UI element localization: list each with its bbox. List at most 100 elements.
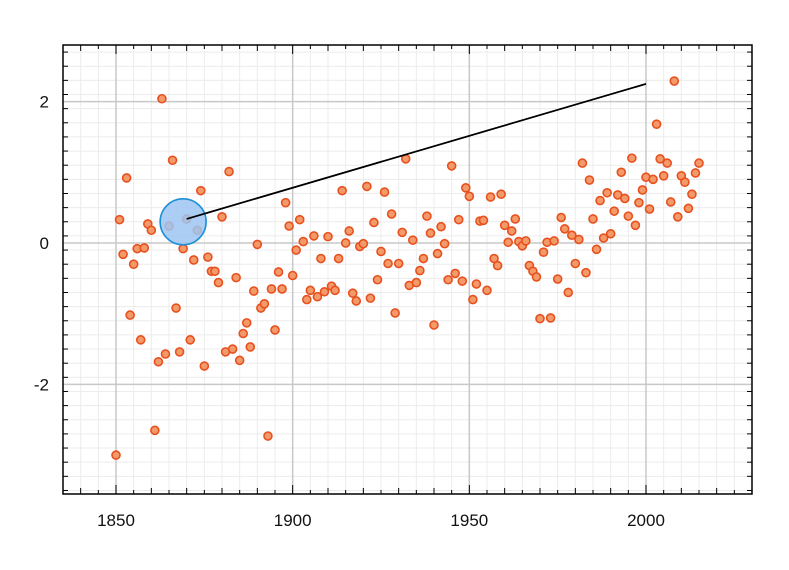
data-point — [301, 294, 312, 305]
data-point — [383, 258, 393, 269]
data-point — [432, 248, 443, 259]
data-point — [694, 158, 704, 168]
data-point — [471, 279, 482, 289]
data-point — [188, 255, 199, 265]
data-point — [605, 228, 616, 239]
data-point — [372, 274, 383, 285]
y-axis-tick-labels: -2 0 2 — [34, 93, 49, 395]
data-point — [581, 267, 591, 278]
data-point — [563, 287, 574, 298]
data-point — [393, 258, 404, 269]
data-point — [139, 243, 150, 253]
data-point — [457, 276, 468, 286]
data-point — [280, 197, 291, 208]
data-point — [418, 253, 429, 264]
data-point — [305, 285, 316, 296]
data-point — [687, 189, 697, 199]
x-tick-label: 1950 — [450, 511, 488, 530]
data-point — [118, 249, 128, 260]
data-point — [655, 154, 665, 164]
data-point — [436, 221, 446, 232]
data-point — [577, 158, 588, 168]
data-point — [556, 212, 567, 223]
data-point — [238, 328, 248, 339]
data-point — [358, 238, 369, 249]
data-point — [217, 212, 227, 222]
data-point — [535, 313, 545, 324]
data-point — [468, 294, 478, 305]
data-point — [312, 291, 323, 302]
data-point — [365, 293, 376, 303]
data-point — [241, 318, 252, 328]
data-point — [415, 265, 425, 276]
data-point — [153, 356, 164, 367]
data-point — [224, 166, 234, 177]
data-point — [323, 231, 333, 242]
data-point — [362, 181, 372, 192]
drag-handle[interactable] — [159, 197, 207, 246]
data-point — [330, 285, 340, 296]
y-tick-label: 0 — [40, 234, 49, 253]
data-point — [351, 296, 362, 306]
data-point — [294, 214, 305, 225]
x-axis-tick-labels: 1850 1900 1950 2000 — [97, 511, 665, 530]
data-point — [266, 284, 277, 294]
data-point — [630, 220, 641, 231]
data-point — [510, 214, 521, 224]
data-point — [627, 153, 637, 163]
data-point — [333, 253, 344, 264]
data-point — [425, 228, 436, 238]
data-point — [150, 425, 160, 436]
data-point — [443, 274, 453, 285]
data-point — [658, 171, 669, 181]
data-point — [185, 335, 195, 345]
data-point — [263, 431, 273, 441]
data-point — [429, 320, 439, 330]
data-point — [213, 277, 224, 288]
data-point — [128, 259, 139, 269]
data-point — [231, 272, 241, 283]
data-point — [309, 231, 319, 241]
data-point — [690, 168, 701, 178]
data-point — [411, 277, 422, 288]
data-point — [135, 335, 146, 345]
data-point — [245, 342, 256, 352]
data-point — [376, 246, 386, 257]
data-point — [291, 245, 302, 255]
data-point — [319, 286, 330, 297]
data-point — [538, 247, 549, 257]
annotations[interactable] — [159, 83, 647, 246]
data-point — [460, 183, 471, 193]
data-point — [121, 173, 132, 183]
data-point — [273, 267, 284, 277]
data-point — [591, 244, 602, 255]
data-point — [210, 266, 220, 277]
data-point — [552, 274, 563, 284]
x-tick-label: 1900 — [274, 511, 312, 530]
data-point — [347, 288, 358, 298]
x-tick-label: 2000 — [627, 511, 665, 530]
data-point — [407, 235, 418, 245]
data-point — [662, 158, 673, 168]
data-point — [111, 450, 121, 460]
data-point — [196, 185, 206, 196]
data-point — [609, 206, 620, 216]
data-point — [199, 361, 210, 371]
data-point — [665, 197, 676, 207]
data-point — [619, 193, 630, 204]
data-point — [287, 270, 298, 281]
data-point — [506, 226, 517, 236]
data-point — [602, 187, 612, 198]
data-point — [644, 204, 655, 214]
data-point — [680, 177, 690, 187]
data-point — [446, 161, 457, 171]
y-tick-label: 2 — [40, 93, 49, 112]
data-point — [203, 252, 213, 262]
data-point — [485, 192, 496, 202]
data-points — [111, 76, 704, 460]
data-point — [397, 227, 408, 238]
data-point — [178, 243, 188, 254]
data-point — [259, 298, 270, 309]
data-point — [316, 253, 326, 264]
